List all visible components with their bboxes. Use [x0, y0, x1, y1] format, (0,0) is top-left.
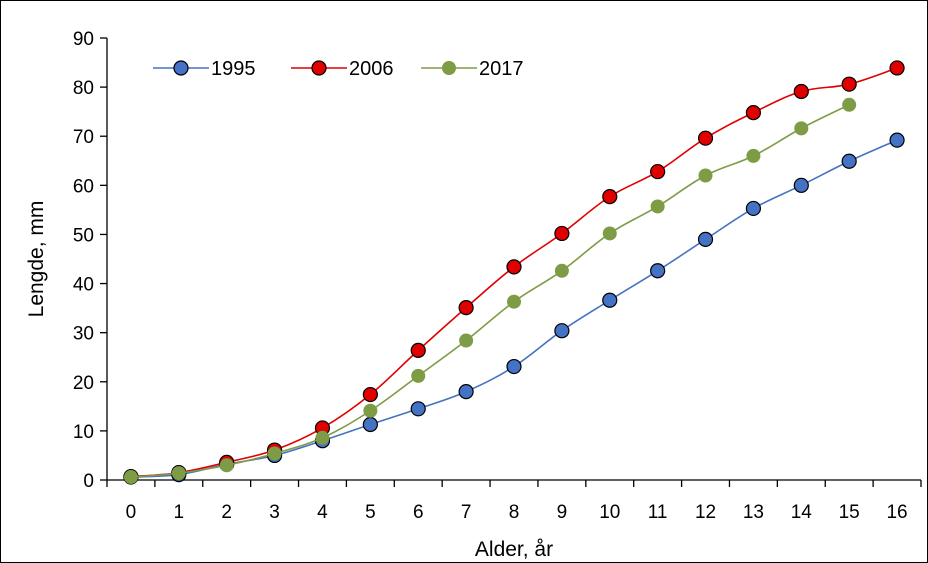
legend-item-1995: 1995	[153, 58, 256, 80]
y-tick-label: 50	[73, 225, 94, 246]
x-axis-title: Alder, år	[475, 538, 553, 561]
y-tick-label: 10	[73, 422, 94, 443]
y-tick-label: 90	[73, 29, 94, 50]
x-tick-label: 14	[791, 502, 813, 523]
data-point	[410, 342, 426, 358]
data-point	[650, 163, 666, 180]
y-tick-label: 30	[73, 324, 94, 345]
x-tick-label: 12	[695, 502, 716, 523]
data-point	[650, 199, 665, 214]
data-point	[745, 200, 762, 217]
data-point	[602, 292, 618, 308]
x-tick-label: 9	[557, 502, 568, 523]
x-tick-label: 3	[269, 502, 280, 523]
data-point	[841, 76, 857, 92]
series-2006	[123, 60, 905, 485]
y-tick-label: 60	[73, 176, 94, 197]
x-tick-label: 5	[365, 502, 376, 523]
data-point	[459, 333, 474, 348]
x-tick-label: 0	[126, 502, 137, 523]
x-tick-label: 11	[648, 502, 668, 523]
legend-label: 2017	[479, 58, 524, 80]
data-point	[745, 105, 762, 121]
legend-marker	[173, 60, 189, 76]
data-point	[698, 168, 713, 183]
data-point	[362, 416, 378, 433]
data-point	[507, 294, 521, 309]
data-point	[793, 177, 809, 193]
y-tick-label: 40	[73, 275, 94, 296]
data-point	[697, 231, 714, 247]
x-tick-label: 4	[317, 502, 328, 523]
data-point	[411, 368, 426, 383]
data-point	[123, 470, 138, 485]
legend-marker	[442, 61, 456, 75]
data-point	[363, 403, 378, 418]
x-tick-label: 13	[743, 502, 764, 523]
data-point	[842, 97, 857, 112]
data-point	[697, 130, 714, 146]
x-tick-label: 8	[509, 502, 520, 523]
series-2017	[123, 97, 857, 485]
legend: 1995 2006 2017	[153, 58, 524, 80]
data-point	[746, 148, 761, 163]
data-point	[410, 401, 426, 417]
data-point	[554, 263, 569, 278]
x-tick-label: 6	[413, 502, 424, 523]
legend-item-2006: 2006	[291, 58, 394, 80]
x-tick-label: 7	[461, 502, 472, 523]
data-point	[602, 226, 617, 241]
legend-label: 1995	[211, 58, 256, 80]
x-tick-label: 10	[599, 502, 620, 523]
x-tick-label: 1	[174, 502, 185, 523]
data-point	[602, 189, 618, 205]
data-point	[794, 121, 809, 136]
series-layer	[123, 60, 905, 485]
data-point	[362, 386, 378, 403]
x-tick-label: 15	[839, 502, 860, 523]
data-point	[506, 259, 522, 275]
data-point	[841, 153, 857, 169]
legend-label: 2006	[349, 58, 394, 80]
x-tick-label: 2	[221, 502, 232, 523]
data-point	[554, 323, 570, 339]
data-point	[889, 132, 905, 148]
legend-item-2017: 2017	[421, 58, 524, 80]
data-point	[506, 358, 522, 375]
data-point	[315, 430, 330, 445]
y-tick-label: 0	[83, 471, 94, 492]
y-axis-title: Lengde, mm	[25, 201, 48, 318]
legend-marker	[311, 60, 327, 76]
data-point	[458, 300, 474, 316]
data-point	[554, 225, 570, 242]
data-point	[793, 83, 809, 100]
data-point	[458, 384, 474, 400]
data-point	[889, 60, 905, 76]
data-point	[650, 263, 666, 279]
data-point	[219, 458, 234, 473]
y-tick-label: 70	[73, 127, 94, 148]
data-point	[171, 466, 186, 481]
y-tick-label: 20	[73, 373, 94, 394]
y-tick-label: 80	[73, 78, 94, 99]
data-point	[267, 446, 282, 461]
x-tick-label: 16	[886, 502, 907, 523]
series-line-2017	[130, 104, 850, 478]
